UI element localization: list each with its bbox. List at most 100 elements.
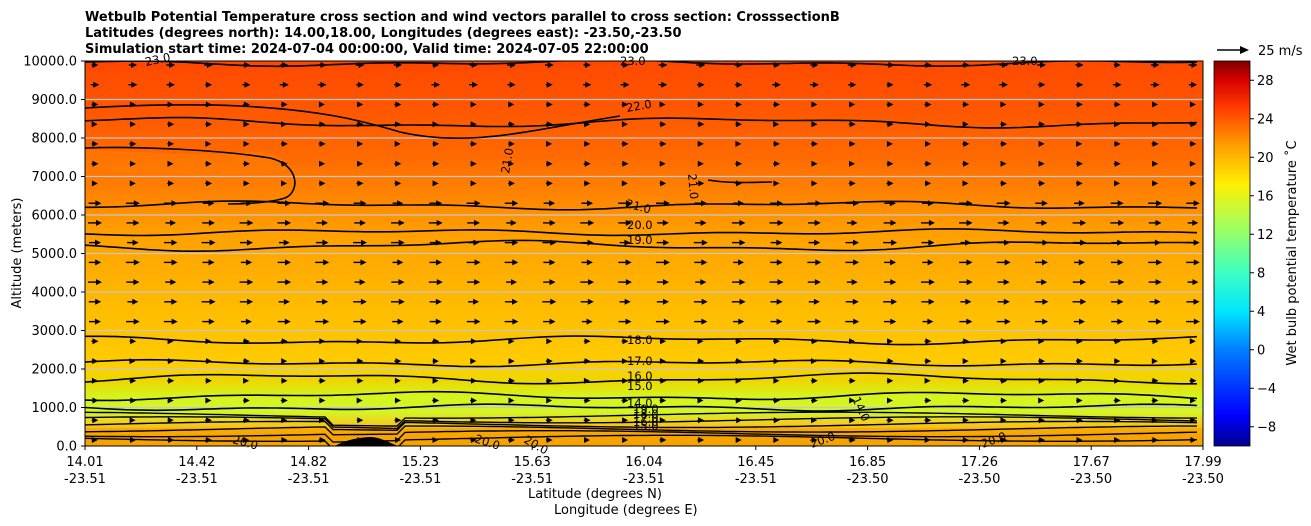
wind-vector-head [1117, 259, 1124, 266]
wind-vector-head [890, 318, 897, 325]
wind-vector-head [625, 200, 632, 207]
wind-vector-head [1114, 101, 1121, 108]
wind-vector-head [701, 259, 708, 266]
wind-vector-head [739, 239, 746, 246]
wind-vector-head [91, 180, 98, 187]
wind-vector-head [168, 81, 175, 88]
wind-vector-head [130, 338, 137, 345]
wind-vector-head [1189, 101, 1196, 108]
wind-vector-head [1000, 160, 1007, 167]
wind-vector-head [394, 140, 401, 147]
colorbar-tick-label: 24 [1257, 112, 1274, 127]
wind-vector-head [92, 101, 99, 108]
wind-vector-head [963, 140, 970, 147]
wind-vector-head [1118, 279, 1125, 286]
wind-vector-head [886, 140, 893, 147]
wind-vector-head [509, 377, 515, 384]
wind-vector-head [1153, 81, 1160, 88]
wind-vector-head [129, 180, 136, 187]
wind-vector-head [1114, 397, 1121, 404]
wind-vector-head [171, 239, 178, 246]
wind-vector-head [964, 81, 971, 88]
wind-vector-head [660, 437, 667, 443]
wind-vector-head [285, 259, 291, 266]
contour-line [85, 228, 1198, 237]
contour-label: 21.0 [685, 173, 701, 200]
x-tick-label-lon: -23.51 [399, 472, 441, 487]
wind-vector-head [474, 318, 481, 325]
wind-vector-head [95, 318, 101, 325]
wind-vector-head [849, 101, 856, 108]
wind-vector-head [925, 101, 932, 108]
wind-vector-head [852, 298, 859, 305]
wind-vector-head [508, 180, 515, 187]
wind-vector-head [546, 160, 553, 167]
wind-vector-head [585, 81, 592, 88]
wind-vector-head [1004, 318, 1011, 325]
wind-vector-head [1153, 62, 1160, 68]
wind-vector-head [323, 259, 330, 266]
wind-vector-head [1152, 101, 1159, 108]
wind-vector-head [471, 140, 478, 147]
wind-vector-head [206, 81, 212, 88]
wind-vector-head [395, 160, 402, 167]
wind-vector-head [1003, 279, 1010, 286]
wind-vector-head [811, 160, 818, 167]
wind-vector-head [398, 298, 405, 305]
contour-label: 19.0 [633, 402, 659, 416]
wind-vector-head [624, 239, 631, 246]
wind-vector-head [546, 81, 553, 88]
y-tick-label: 10000.0 [23, 55, 77, 70]
wind-vector-head [360, 318, 367, 325]
wind-vector-head [283, 298, 290, 305]
wind-vector-head [926, 81, 933, 88]
wind-vector-head [966, 259, 973, 266]
wind-vector-head [320, 81, 327, 88]
wind-vector-head [247, 279, 254, 286]
wind-vector-head [1117, 298, 1124, 305]
colorbar-frame [1213, 60, 1251, 447]
wind-vector-head [93, 81, 100, 88]
colorbar-tick-label: −8 [1257, 420, 1276, 435]
wind-vector-head [433, 160, 440, 167]
contour-label: 15.0 [633, 419, 659, 433]
wind-vector-head [738, 318, 745, 325]
wind-vector-head [397, 259, 404, 266]
x-tick-label-lon: -23.51 [511, 472, 553, 487]
contour-line-surface [85, 425, 1197, 436]
wind-vector-head [243, 358, 250, 365]
wind-vector-head [622, 160, 629, 167]
wind-vector-head [962, 180, 969, 187]
x-tick-label-lon: -23.50 [847, 472, 889, 487]
contour-label: 20.0 [231, 432, 259, 452]
wind-vector-head [697, 160, 704, 167]
x-tick-label-lon: -23.51 [64, 472, 106, 487]
colorbar: −8 −4 0 4 8 12 16 20 24 28 Wet bulb potential tem… [1213, 60, 1300, 447]
wind-vector-head [739, 298, 746, 305]
x-tick-label-lat: 15.63 [514, 455, 551, 470]
colorbar-tick-label: 4 [1257, 305, 1265, 320]
contours [85, 61, 1198, 446]
x-tick-label-lon: -23.51 [623, 472, 665, 487]
wind-vector-head [435, 298, 442, 305]
wind-vector-head [887, 81, 894, 88]
contour-label: 22.0 [625, 97, 653, 115]
wind-vector-head [474, 200, 481, 207]
wind-vector-head [1189, 338, 1196, 345]
wind-vector-head [398, 279, 405, 286]
wind-vector-head [887, 417, 894, 424]
wind-vector-head [131, 81, 138, 88]
wind-vector-head [660, 121, 667, 128]
wind-vector-head [849, 397, 856, 404]
wind-vector-head [92, 62, 99, 68]
wind-vector-head [587, 200, 594, 207]
wind-vector-head [700, 219, 707, 226]
contour-line [85, 335, 1198, 346]
wind-vector-head [739, 279, 746, 286]
wind-vector-head [1152, 180, 1159, 187]
wind-vector-head [129, 417, 136, 424]
wind-vector-head [436, 219, 443, 226]
wind-vector-head [433, 397, 440, 404]
wind-vector-head [621, 121, 628, 128]
wind-vector-head [398, 219, 405, 226]
